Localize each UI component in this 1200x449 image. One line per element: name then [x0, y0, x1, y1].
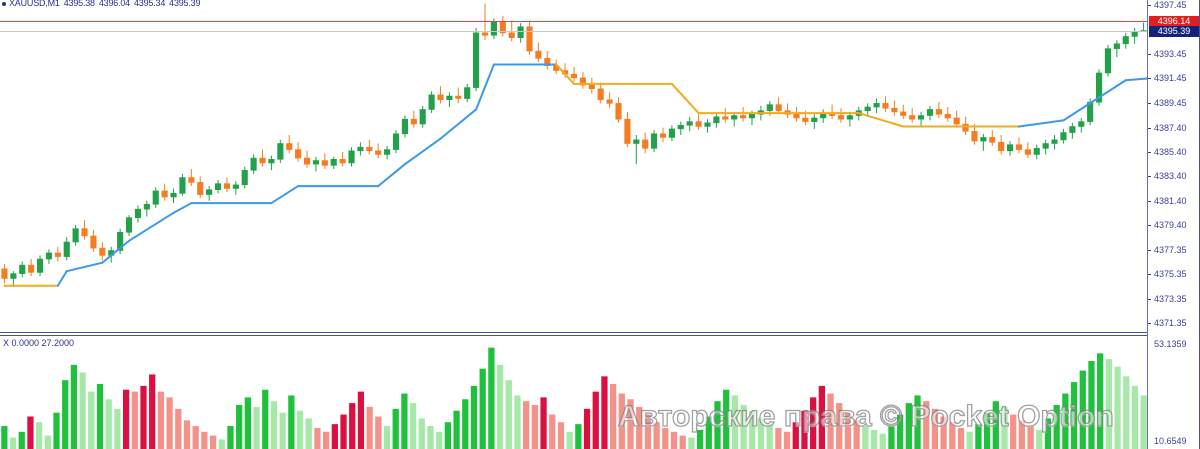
candlestick-layer — [1, 3, 1148, 287]
price-axis-label: 4389.45 — [1154, 98, 1187, 108]
axis-tick — [1148, 78, 1151, 79]
price-axis[interactable]: 4397.45 4393.45 4391.45 4389.45 4387.40 4385.… — [1147, 0, 1199, 449]
volume-axis-max-label: 53.1359 — [1154, 339, 1187, 349]
bullet-icon — [2, 1, 6, 6]
price-axis-label: 4383.40 — [1154, 171, 1187, 181]
price-axis-label: 4393.45 — [1154, 49, 1187, 59]
bid-price-line — [0, 31, 1148, 32]
axis-tick — [1148, 103, 1151, 104]
price-axis-label: 4371.35 — [1154, 318, 1187, 328]
price-axis-label: 4379.40 — [1154, 220, 1187, 230]
axis-tick — [1148, 299, 1151, 300]
chart-header: XAUUSD,M1 4395.38 4396.04 4395.34 4395.39 — [2, 0, 204, 8]
price-axis-label: 4385.40 — [1154, 147, 1187, 157]
indicator-label: X 0.0000 27.2000 — [3, 338, 75, 348]
axis-tick — [1148, 128, 1151, 129]
ohlc-close: 4395.39 — [169, 0, 201, 8]
ask-price-badge: 4396.14 — [1149, 16, 1199, 27]
price-axis-label: 4387.40 — [1154, 123, 1187, 133]
axis-tick — [1148, 201, 1151, 202]
axis-tick — [1148, 323, 1151, 324]
price-axis-label: 4381.40 — [1154, 196, 1187, 206]
price-axis-label: 4375.35 — [1154, 269, 1187, 279]
axis-tick — [1148, 274, 1151, 275]
ask-price-line — [0, 21, 1148, 22]
axis-tick — [1148, 152, 1151, 153]
ohlc-high: 4396.04 — [98, 0, 130, 8]
price-axis-label: 4391.45 — [1154, 73, 1187, 83]
symbol-label: XAUUSD,M1 — [9, 0, 60, 8]
volume-layer — [1, 347, 1147, 449]
pane-separator — [0, 332, 1199, 336]
price-axis-label: 4397.45 — [1154, 0, 1187, 10]
volume-pane[interactable] — [0, 336, 1148, 449]
price-axis-label: 4373.35 — [1154, 294, 1187, 304]
price-axis-label: 4377.35 — [1154, 245, 1187, 255]
bid-price-badge: 4395.39 — [1149, 26, 1199, 37]
ohlc-low: 4395.34 — [134, 0, 166, 8]
price-pane[interactable] — [0, 0, 1148, 332]
axis-tick — [1148, 5, 1151, 6]
axis-tick — [1148, 176, 1151, 177]
axis-tick — [1148, 54, 1151, 55]
ohlc-open: 4395.38 — [63, 0, 95, 8]
axis-tick — [1148, 225, 1151, 226]
axis-tick — [1148, 250, 1151, 251]
volume-axis-min-label: 10.6549 — [1154, 436, 1187, 446]
